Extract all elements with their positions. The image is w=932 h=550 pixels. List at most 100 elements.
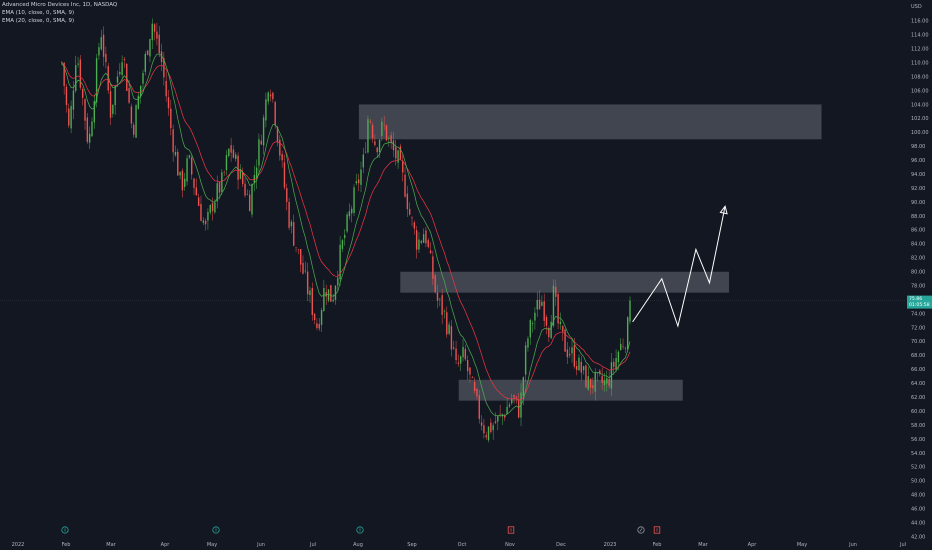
candle-body <box>158 34 160 54</box>
candle <box>82 87 84 106</box>
candle-body <box>179 171 181 176</box>
symbol-title[interactable]: Advanced Micro Devices Inc, 1D, NASDAQ <box>2 2 118 8</box>
price-tick-label: 52.00 <box>911 465 925 471</box>
candle-body <box>156 31 158 39</box>
candle <box>536 292 538 317</box>
candle-body <box>262 117 265 146</box>
support-resistance-zones[interactable] <box>358 104 822 401</box>
candle <box>490 418 492 434</box>
candle <box>337 270 339 293</box>
candle-body <box>529 320 531 338</box>
candle-body <box>555 286 557 297</box>
candle-body <box>538 299 541 310</box>
candle-body <box>427 240 429 247</box>
price-axis[interactable]: USD 42.00 44.00 46.00 48.00 50.00 52.00 54.00 5… <box>911 4 929 540</box>
candle <box>309 286 311 303</box>
earnings-miss-icon[interactable] <box>507 526 515 534</box>
candle-body <box>362 154 365 168</box>
earnings-beat-icon[interactable] <box>212 526 220 534</box>
candle-body <box>102 34 105 57</box>
candle <box>464 344 467 361</box>
candle <box>163 51 165 86</box>
candle-body <box>195 187 198 196</box>
candle-body <box>84 99 86 121</box>
candle <box>114 84 116 115</box>
candle-body <box>146 50 149 55</box>
candle <box>460 355 462 372</box>
candle <box>102 26 105 67</box>
candle-body <box>582 366 585 371</box>
candle <box>601 367 603 390</box>
earnings-beat-icon[interactable] <box>356 526 364 534</box>
candle <box>550 315 552 339</box>
earnings-miss-icon[interactable] <box>653 526 661 534</box>
price-tick-label: 74.00 <box>911 311 925 317</box>
candle <box>436 284 439 309</box>
split-icon[interactable] <box>637 526 645 534</box>
candle <box>116 70 119 88</box>
candle <box>360 161 362 193</box>
candle-body <box>406 193 409 210</box>
candle-body <box>422 234 425 243</box>
candle <box>142 69 144 93</box>
candle-body <box>253 175 256 183</box>
price-tick-label: 58.00 <box>911 423 925 429</box>
candle-body <box>121 62 123 75</box>
ema-10-legend[interactable]: EMA (10, close, 0, SMA, 9) <box>2 10 75 16</box>
candle <box>211 197 214 221</box>
candle <box>121 55 123 82</box>
candle <box>557 291 559 330</box>
candle <box>367 115 369 154</box>
candle-body <box>580 361 582 373</box>
candle <box>267 91 269 105</box>
candle <box>450 319 453 357</box>
time-axis[interactable]: 2022 Feb Mar Apr May Jun Jul Aug Sep Oct Nov Dec 202… <box>12 542 906 548</box>
candle-body <box>485 435 487 438</box>
candle <box>188 154 191 160</box>
candle-body <box>429 250 432 254</box>
candle <box>239 164 242 180</box>
candle-body <box>364 151 367 153</box>
candle-body <box>383 124 385 126</box>
projection-path[interactable] <box>632 206 726 328</box>
candle <box>202 217 204 226</box>
candle-body <box>207 211 209 221</box>
candle <box>299 248 302 273</box>
candle-body <box>214 202 216 213</box>
price-tick-label: 42.00 <box>911 534 925 540</box>
zone-0[interactable] <box>358 104 822 140</box>
candle-body <box>272 92 274 100</box>
earnings-beat-icon[interactable] <box>61 526 69 534</box>
candle-body <box>306 271 309 295</box>
candle <box>311 282 313 321</box>
zone-1[interactable] <box>400 271 730 293</box>
candle-body <box>304 270 307 272</box>
price-tick-label: 92.00 <box>911 186 925 192</box>
price-tick-label: 44.00 <box>911 520 925 526</box>
candle-body <box>466 360 469 372</box>
candle <box>374 134 376 147</box>
candle-body <box>86 117 89 142</box>
candle <box>620 338 622 351</box>
candle-body <box>274 102 276 126</box>
price-tick-label: 64.00 <box>911 381 925 387</box>
candle <box>348 203 351 220</box>
candle <box>422 228 425 243</box>
candle-body <box>367 119 369 153</box>
candle-body <box>260 140 262 145</box>
candle-body <box>91 121 93 137</box>
event-markers[interactable] <box>61 526 661 534</box>
candle-body <box>295 247 297 249</box>
candle-body <box>269 94 272 97</box>
candle-body <box>232 149 235 158</box>
candle-body <box>149 39 151 57</box>
price-tick-label: 94.00 <box>911 172 925 178</box>
candle-body <box>487 426 490 441</box>
candle <box>186 154 188 186</box>
ema-20-legend[interactable]: EMA (20, close, 0, SMA, 9) <box>2 18 75 24</box>
candle <box>390 131 392 150</box>
candle <box>230 137 232 162</box>
candle-body <box>181 170 184 191</box>
time-tick-label: Feb <box>653 542 662 548</box>
